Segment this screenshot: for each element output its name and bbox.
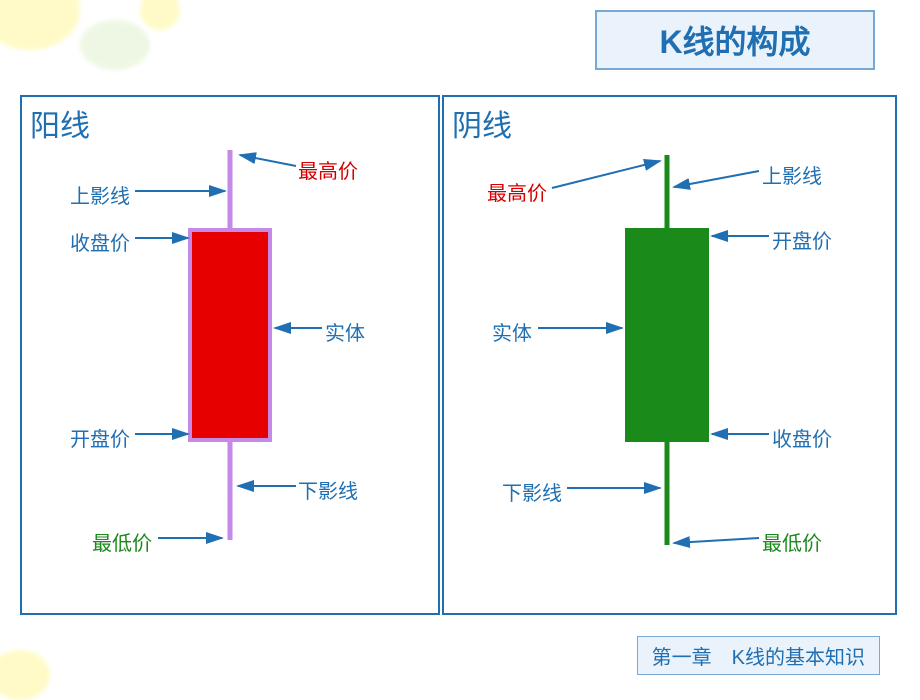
- yang-high-label: 最高价: [298, 155, 358, 184]
- yang-low-label: 最低价: [92, 527, 152, 556]
- yin-high-label: 最高价: [487, 177, 547, 206]
- chapter-footer: 第一章 K线的基本知识: [637, 636, 880, 675]
- yang-body-label: 实体: [325, 317, 365, 346]
- yang-title: 阳线: [30, 101, 90, 145]
- yin-lower-shadow-label: 下影线: [502, 477, 562, 506]
- yang-panel: 阳线 上影线 最高价收盘价实体开盘价下影线最低价: [20, 95, 440, 615]
- page-title-text: K线的构成: [659, 17, 810, 63]
- yin-title: 阴线: [452, 101, 512, 145]
- yin-low-label: 最低价: [762, 527, 822, 556]
- yin-open-label: 开盘价: [772, 225, 832, 254]
- yang-close-label: 收盘价: [70, 227, 130, 256]
- page-title: K线的构成: [595, 10, 875, 70]
- yin-body-label: 实体: [492, 317, 532, 346]
- yin-close-label: 收盘价: [772, 423, 832, 452]
- yang-open-label: 开盘价: [70, 423, 130, 452]
- yin-panel: 阴线 上影线最高价开盘价实体收盘价下影线最低价: [442, 95, 897, 615]
- yang-upper-shadow-label: 上影线: [70, 180, 130, 209]
- yang-lower-shadow-label: 下影线: [298, 475, 358, 504]
- chapter-footer-text: 第一章 K线的基本知识: [652, 647, 865, 669]
- yin-upper-shadow-label: 上影线: [762, 160, 822, 189]
